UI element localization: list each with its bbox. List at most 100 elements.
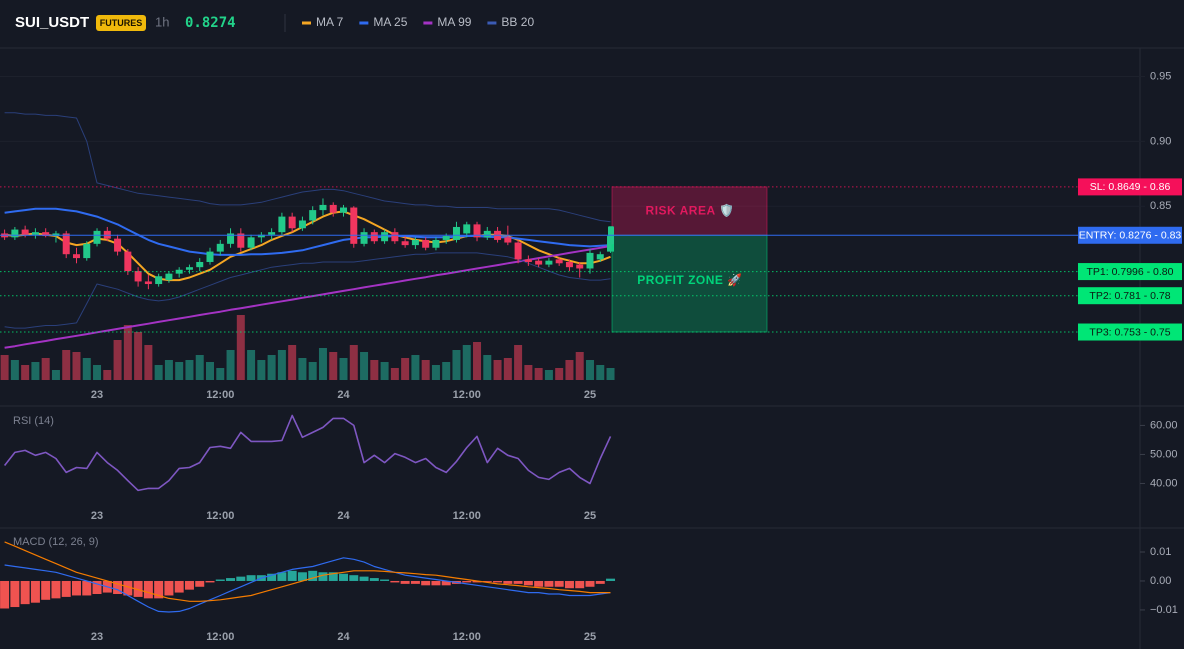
- x-tick-label: 12:00: [453, 389, 481, 401]
- volume-bar: [514, 345, 523, 380]
- y-tick-label: 0.00: [1150, 575, 1171, 587]
- volume-bar: [154, 365, 163, 380]
- interval[interactable]: 1h: [155, 14, 169, 29]
- volume-bar: [503, 358, 512, 380]
- volume-bar: [195, 355, 204, 380]
- candle-body: [524, 259, 532, 262]
- volume-bar: [288, 345, 297, 380]
- volume-bar: [431, 365, 440, 380]
- x-tick-label: 24: [337, 510, 350, 522]
- candle-body: [483, 230, 491, 238]
- volume-bar: [41, 358, 50, 380]
- volume-bar: [257, 360, 266, 380]
- x-tick-label: 25: [584, 510, 596, 522]
- candle-body: [288, 216, 296, 229]
- volume-bar: [123, 325, 132, 380]
- candle-body: [83, 243, 91, 259]
- volume-bar: [534, 368, 543, 380]
- candle-body: [103, 230, 111, 239]
- legend-label: BB 20: [501, 15, 534, 29]
- x-tick-label: 23: [91, 510, 103, 522]
- badge: FUTURES: [100, 18, 143, 28]
- histogram-bar: [431, 580, 441, 586]
- histogram-bar: [277, 572, 287, 581]
- volume-bar: [277, 350, 286, 380]
- volume-bar: [21, 365, 30, 380]
- histogram-bar: [534, 580, 544, 587]
- candle-body: [442, 236, 450, 240]
- histogram-bar: [482, 580, 492, 582]
- volume-bar: [0, 355, 9, 380]
- legend-label: MA 99: [437, 15, 471, 29]
- volume-bar: [185, 360, 194, 380]
- volume-bar: [555, 368, 564, 380]
- level-tag: [1078, 178, 1182, 196]
- volume-bar: [349, 345, 358, 380]
- volume-bar: [370, 360, 379, 380]
- candle-body: [319, 204, 327, 211]
- candle-body: [237, 233, 245, 248]
- x-tick-label: 12:00: [206, 389, 234, 401]
- y-tick-label: −0.01: [1150, 604, 1178, 616]
- candle-body: [329, 204, 337, 213]
- rsi-line: [3, 414, 612, 492]
- candle-body: [576, 264, 584, 269]
- volume-bar: [596, 365, 605, 380]
- indicator-line: [4, 245, 611, 349]
- level-label: TP2: 0.781 - 0.78: [1089, 290, 1170, 302]
- volume-bar: [401, 358, 410, 380]
- candle-body: [93, 230, 101, 244]
- volume-bar: [51, 370, 60, 380]
- volume-bar: [442, 362, 451, 380]
- volume-bar: [493, 360, 502, 380]
- volume-bar: [329, 352, 338, 380]
- volume-bar: [62, 350, 71, 380]
- candle-body: [72, 254, 80, 259]
- y-tick-label: 0.95: [1150, 70, 1171, 82]
- volume-bar: [10, 360, 19, 380]
- x-tick-label: 12:00: [206, 631, 234, 643]
- candle-body: [298, 220, 306, 229]
- histogram-bar: [41, 580, 51, 600]
- histogram-bar: [441, 580, 451, 586]
- volume-bar: [473, 342, 482, 380]
- x-tick-label: 23: [91, 631, 103, 643]
- candle-body: [175, 269, 183, 274]
- legend-label: MA 7: [316, 15, 344, 29]
- candle-body: [535, 260, 543, 265]
- volume-bar: [308, 362, 317, 380]
- histogram-bar: [339, 573, 349, 581]
- y-tick-label: 40.00: [1150, 477, 1178, 489]
- candle-body: [350, 207, 358, 244]
- volume-bar: [390, 368, 399, 380]
- volume-bar: [421, 360, 430, 380]
- histogram-bar: [92, 580, 102, 595]
- histogram-bar: [113, 580, 123, 595]
- histogram-bar: [226, 578, 236, 581]
- volume-bar: [565, 360, 574, 380]
- x-tick-label: 23: [91, 389, 103, 401]
- histogram-bar: [564, 580, 574, 589]
- y-tick-label: 50.00: [1150, 448, 1178, 460]
- volume-bar: [144, 345, 153, 380]
- histogram-bar: [421, 580, 431, 586]
- histogram-bar: [595, 580, 605, 584]
- histogram-bar: [297, 572, 307, 581]
- candle-body: [504, 237, 512, 243]
- histogram-bar: [554, 580, 564, 587]
- volume-bar: [113, 340, 122, 380]
- zone-label: RISK AREA 🛡️: [646, 203, 735, 217]
- histogram-bar: [503, 580, 513, 584]
- histogram-bar: [174, 580, 184, 593]
- histogram-bar: [184, 580, 194, 590]
- candle-body: [268, 232, 276, 235]
- volume-bar: [103, 370, 112, 380]
- candle-body: [278, 216, 286, 233]
- level-label: TP1: 0.7996 - 0.80: [1087, 266, 1174, 278]
- candle-body: [452, 226, 460, 240]
- histogram-bar: [20, 580, 30, 605]
- y-tick-label: 0.90: [1150, 135, 1171, 147]
- histogram-bar: [349, 575, 359, 581]
- volume-bar: [72, 352, 81, 380]
